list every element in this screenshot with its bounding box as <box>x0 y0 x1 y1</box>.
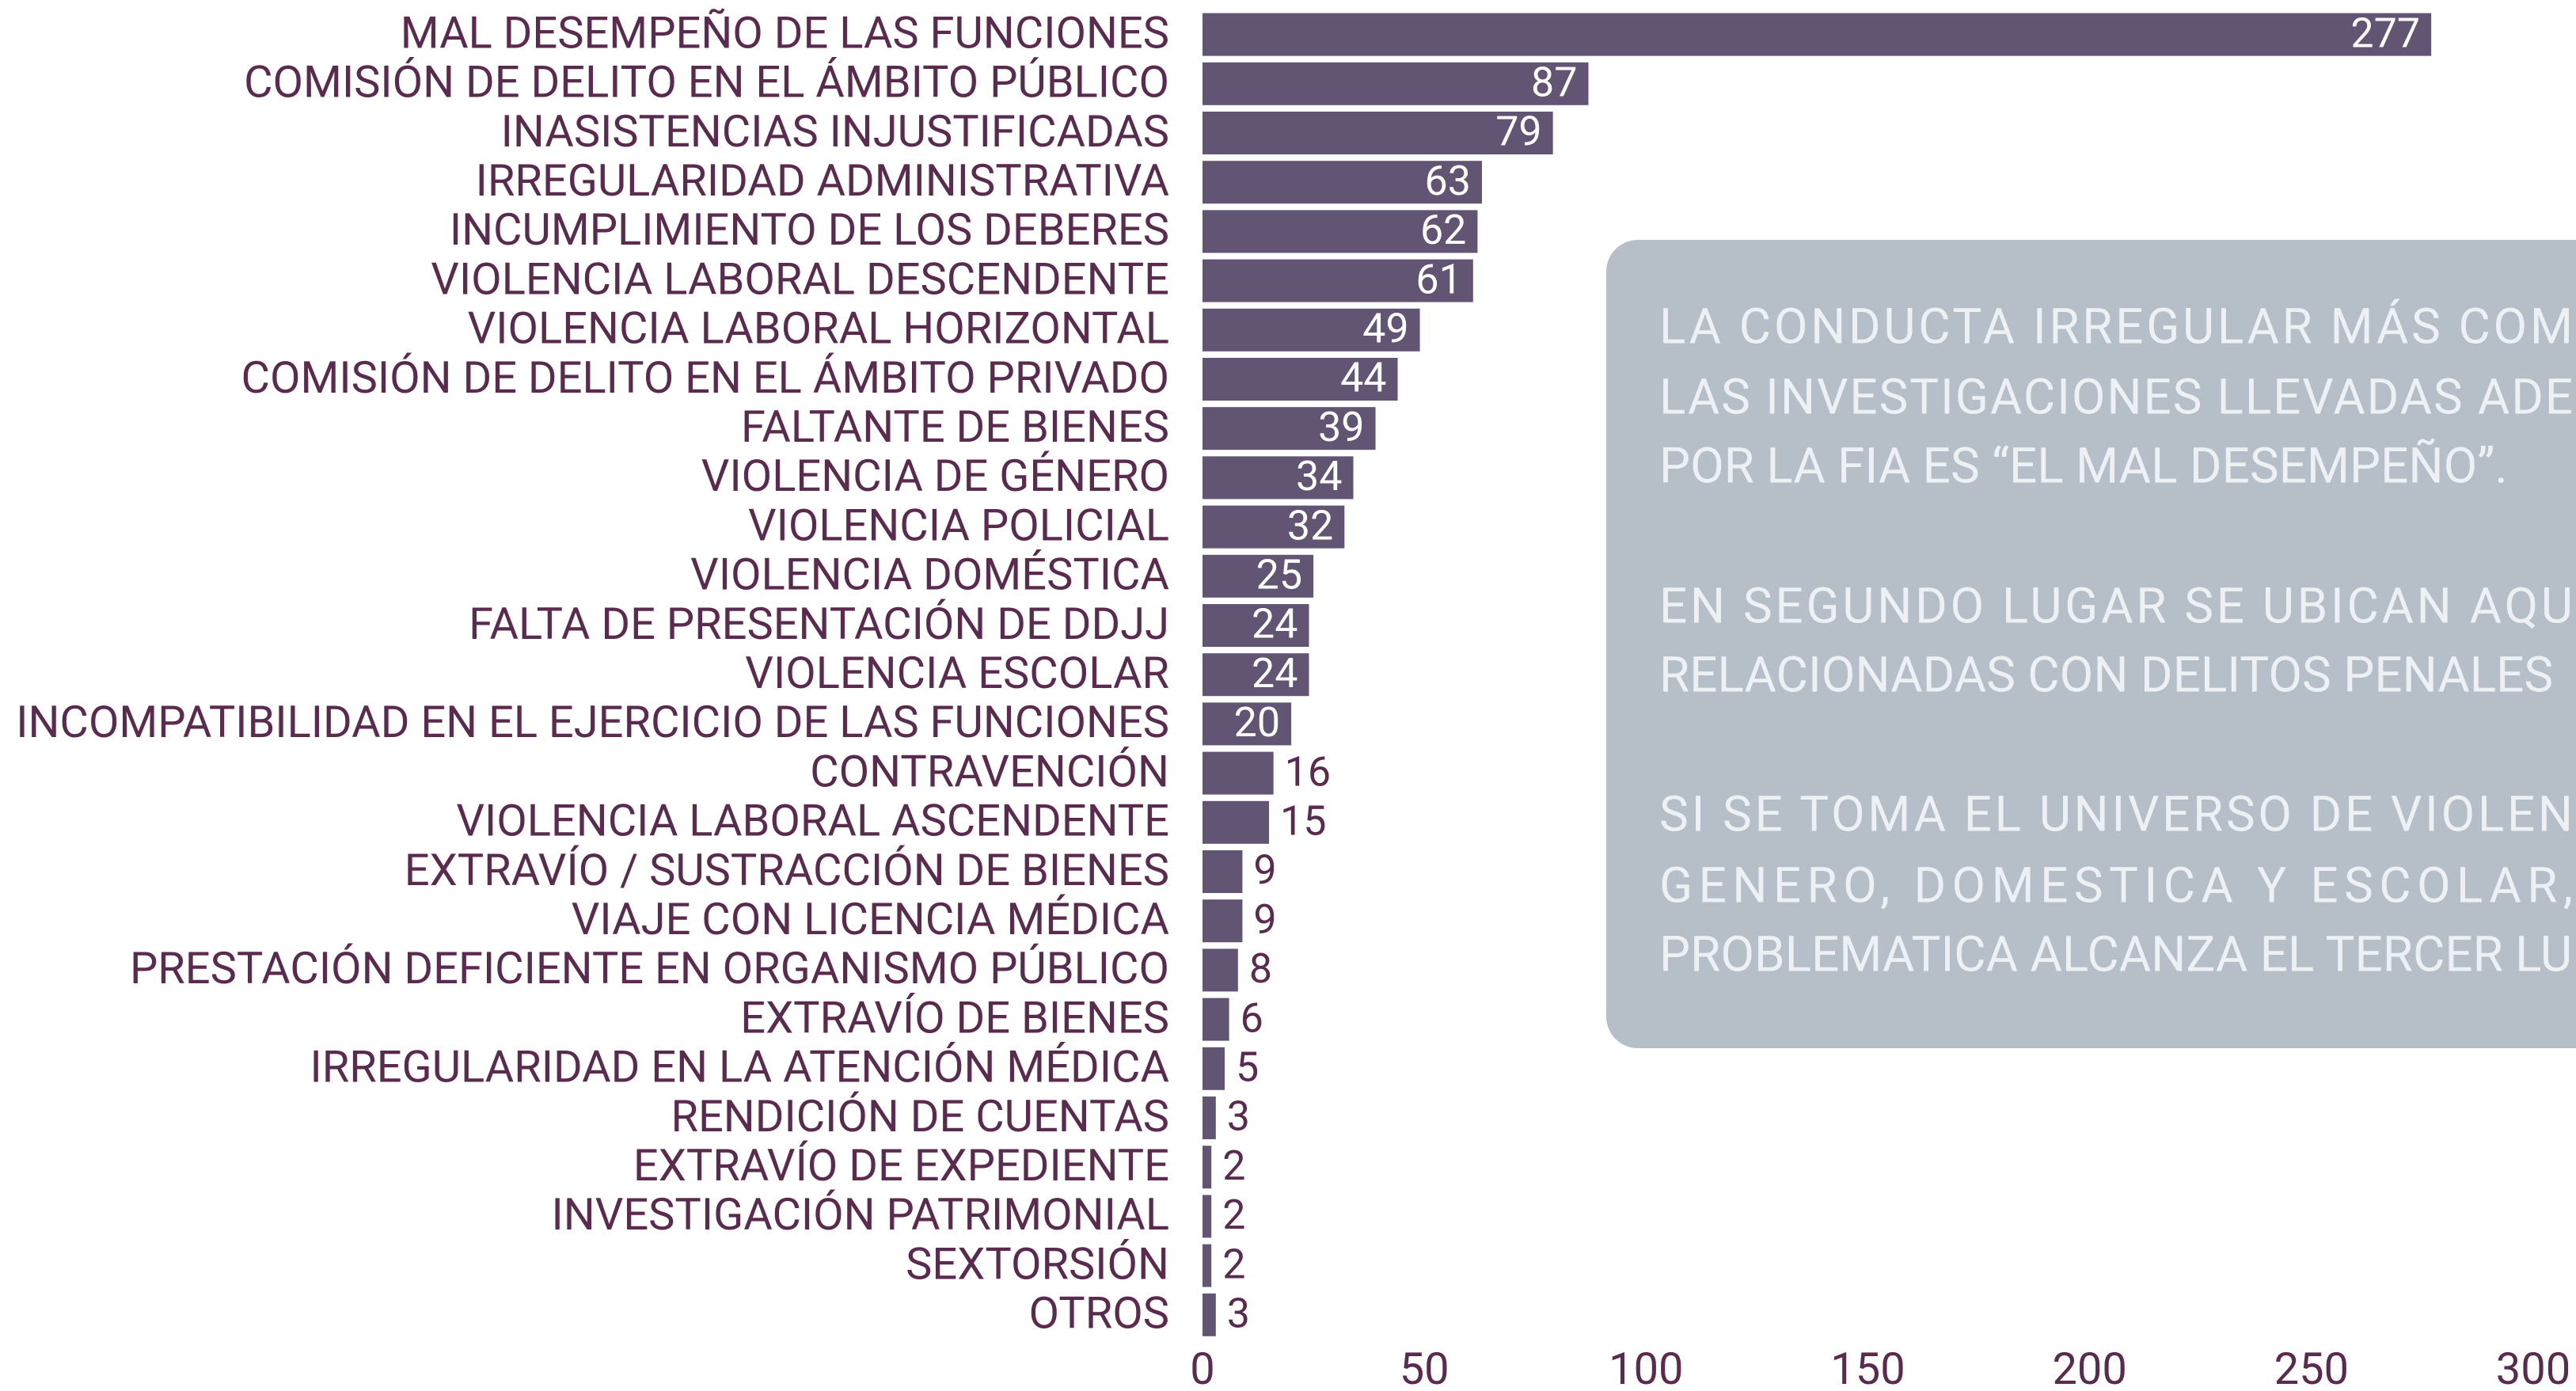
bar <box>1203 948 1238 992</box>
bar <box>1203 899 1243 943</box>
value-label: 2 <box>1222 1191 1245 1239</box>
bar <box>1203 1293 1216 1336</box>
annotation-box <box>1606 240 2576 1048</box>
y-tick-label: FALTA DE PRESENTACIÓN DE DDJJ <box>469 598 1169 650</box>
bar <box>1203 358 1398 401</box>
annotation-line: LA CONDUCTA IRREGULAR MÁS COM <box>1659 298 2573 355</box>
bar <box>1203 702 1292 746</box>
value-label: 25 <box>1256 551 1302 599</box>
value-label: 61 <box>1415 255 1461 303</box>
value-label: 24 <box>1252 600 1297 648</box>
y-tick-label: VIAJE CON LICENCIA MÉDICA <box>572 893 1169 945</box>
y-tick-label: VIOLENCIA POLICIAL <box>748 499 1169 551</box>
x-tick-label: 150 <box>1830 1343 1905 1391</box>
bar <box>1203 407 1376 450</box>
value-label: 16 <box>1285 747 1331 796</box>
value-label: 39 <box>1318 403 1364 451</box>
y-tick-label: VIOLENCIA LABORAL ASCENDENTE <box>456 795 1169 847</box>
value-label: 5 <box>1236 1043 1259 1092</box>
annotation-line: POR LA FIA ES “EL MAL DESEMPEÑO”. <box>1659 437 2508 495</box>
value-label: 9 <box>1253 895 1276 944</box>
value-label: 3 <box>1227 1093 1250 1141</box>
value-label: 6 <box>1241 994 1263 1042</box>
y-tick-label: COMISIÓN DE DELITO EN EL ÁMBITO PÚBLICO <box>244 56 1169 108</box>
y-tick-label: FALTANTE DE BIENES <box>741 401 1169 453</box>
annotation-line: EN SEGUNDO LUGAR SE UBICAN AQU <box>1659 577 2573 635</box>
bar <box>1203 62 1589 105</box>
x-tick-label: 300 <box>2496 1343 2570 1391</box>
value-label: 24 <box>1252 649 1297 697</box>
y-tick-label: COMISIÓN DE DELITO EN EL ÁMBITO PRIVADO <box>241 352 1170 404</box>
value-label: 32 <box>1287 501 1333 549</box>
y-tick-label: INCOMPATIBILIDAD EN EL EJERCICIO DE LAS … <box>16 696 1169 748</box>
bar <box>1203 112 1553 154</box>
value-label: 8 <box>1249 944 1272 993</box>
y-tick-label: SEXTORSIÓN <box>906 1237 1169 1290</box>
x-tick-label: 200 <box>2052 1343 2126 1391</box>
bar <box>1203 751 1274 795</box>
bar <box>1203 13 2432 56</box>
bar <box>1203 1047 1225 1090</box>
value-label: 9 <box>1253 846 1276 895</box>
bar <box>1203 1146 1212 1189</box>
y-tick-label: EXTRAVÍO DE EXPEDIENTE <box>633 1139 1169 1191</box>
value-label: 2 <box>1222 1142 1245 1190</box>
annotation-line: SI SE TOMA EL UNIVERSO DE VIOLEN <box>1659 785 2573 843</box>
y-tick-label: EXTRAVÍO DE BIENES <box>740 991 1169 1043</box>
y-tick-label: VIOLENCIA LABORAL DESCENDENTE <box>431 253 1169 305</box>
bar <box>1203 604 1309 647</box>
x-tick-label: 50 <box>1400 1343 1449 1391</box>
bar <box>1203 554 1314 598</box>
y-tick-label: CONTRAVENCIÓN <box>810 745 1169 797</box>
bar <box>1203 1096 1216 1139</box>
y-tick-label: RENDICIÓN DE CUENTAS <box>671 1090 1169 1142</box>
value-label: 79 <box>1495 108 1541 156</box>
y-tick-label: EXTRAVÍO / SUSTRACCIÓN DE BIENES <box>405 844 1169 896</box>
y-tick-label: VIOLENCIA DE GÉNERO <box>701 450 1169 502</box>
value-label: 3 <box>1227 1290 1250 1338</box>
y-tick-label: VIOLENCIA DOMÉSTICA <box>690 549 1169 601</box>
bar <box>1203 1244 1212 1287</box>
bar <box>1203 161 1483 204</box>
value-label: 15 <box>1280 797 1326 846</box>
value-label: 2 <box>1222 1240 1245 1288</box>
value-label: 87 <box>1531 59 1577 107</box>
bar <box>1203 998 1229 1041</box>
bar <box>1203 653 1309 697</box>
bar <box>1203 456 1354 500</box>
y-tick-label: INASISTENCIAS INJUSTIFICADAS <box>501 105 1169 158</box>
x-tick-label: 100 <box>1609 1343 1683 1391</box>
bar <box>1203 308 1420 352</box>
x-tick-label: 0 <box>1190 1343 1214 1391</box>
y-tick-label: IRREGULARIDAD EN LA ATENCIÓN MÉDICA <box>310 1041 1169 1093</box>
y-tick-label: OTROS <box>1029 1287 1170 1340</box>
bar <box>1203 259 1473 302</box>
y-tick-label: VIOLENCIA LABORAL HORIZONTAL <box>468 302 1169 355</box>
bar <box>1203 210 1478 253</box>
value-label: 49 <box>1362 305 1408 353</box>
y-tick-label: MAL DESEMPEÑO DE LAS FUNCIONES <box>401 6 1169 59</box>
y-tick-label: INVESTIGACIÓN PATRIMONIAL <box>552 1188 1169 1241</box>
y-tick-label: PRESTACIÓN DEFICIENTE EN ORGANISMO PÚBLI… <box>130 942 1169 994</box>
annotation-line: LAS INVESTIGACIONES LLEVADAS ADE <box>1659 368 2573 426</box>
value-label: 20 <box>1234 698 1280 747</box>
annotation-line: RELACIONADAS CON DELITOS PENALES <box>1659 646 2553 704</box>
value-label: 34 <box>1296 452 1342 500</box>
y-tick-label: IRREGULARIDAD ADMINISTRATIVA <box>476 154 1169 207</box>
value-label: 44 <box>1340 354 1386 402</box>
annotation-line: GENERO, DOMESTICA Y ESCOLAR, <box>1659 857 2573 914</box>
value-label: 63 <box>1425 157 1471 205</box>
bar <box>1203 1195 1212 1238</box>
value-label: 277 <box>2350 9 2420 57</box>
bar <box>1203 505 1345 549</box>
value-label: 62 <box>1420 206 1466 254</box>
bar <box>1203 850 1243 893</box>
annotation-line: PROBLEMATICA ALCANZA EL TERCER LU <box>1659 925 2572 983</box>
bar <box>1203 800 1270 844</box>
y-tick-label: INCUMPLIMIENTO DE LOS DEBERES <box>450 203 1169 256</box>
x-tick-label: 250 <box>2274 1343 2349 1391</box>
y-tick-label: VIOLENCIA ESCOLAR <box>745 647 1169 699</box>
